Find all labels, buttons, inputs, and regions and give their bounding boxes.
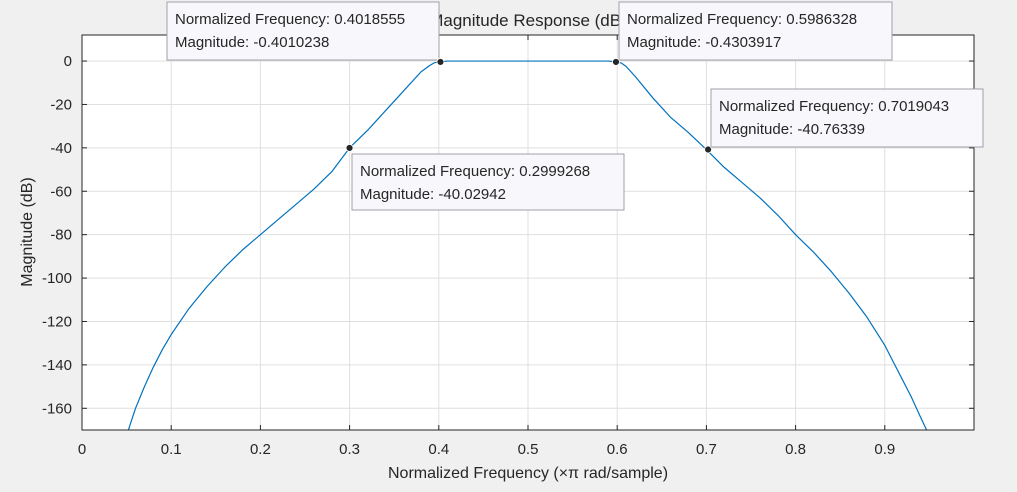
datatips-layer: Normalized Frequency: 0.4018555 Magnitude… xyxy=(166,1,984,211)
datatip[interactable]: Normalized Frequency: 0.2999268 Magnitude… xyxy=(351,153,625,211)
x-tick-label: 0.8 xyxy=(785,441,806,458)
datatip-magnitude: Magnitude: -40.76339 xyxy=(719,121,865,138)
x-tick-label: 0.7 xyxy=(696,441,717,458)
series-line[interactable] xyxy=(127,60,928,432)
y-tick-label: -40 xyxy=(50,140,72,157)
x-tick-label: 0.3 xyxy=(339,441,360,458)
series-layer xyxy=(127,60,928,432)
datatip-frequency: Normalized Frequency: 0.4018555 xyxy=(175,11,405,28)
datatip-marker[interactable] xyxy=(436,58,445,66)
y-tick-label: -80 xyxy=(50,227,72,244)
datatip-box xyxy=(166,1,440,61)
datatip-box xyxy=(710,88,984,148)
datatip-magnitude: Magnitude: -40.02942 xyxy=(360,186,506,203)
datatip[interactable]: Normalized Frequency: 0.5986328 Magnitude… xyxy=(618,1,893,61)
y-tick-label: 0 xyxy=(64,53,72,70)
y-tick-label: -100 xyxy=(42,270,72,287)
x-tick-labels: 0 0.1 0.2 0.3 0.4 0.5 0.6 0.7 0.8 0.9 xyxy=(78,441,895,458)
datatip-magnitude: Magnitude: -0.4010238 xyxy=(175,34,329,51)
datatip-box xyxy=(618,1,893,61)
y-tick-label: -140 xyxy=(42,357,72,374)
x-tick-label: 0.5 xyxy=(518,441,539,458)
datatip[interactable]: Normalized Frequency: 0.4018555 Magnitude… xyxy=(166,1,440,61)
datatip-box xyxy=(351,153,625,211)
y-tick-label: -120 xyxy=(42,313,72,330)
datatip-magnitude: Magnitude: -0.4303917 xyxy=(627,34,781,51)
x-tick-label: 0.2 xyxy=(250,441,271,458)
datatip[interactable]: Normalized Frequency: 0.7019043 Magnitude… xyxy=(710,88,984,148)
datatip-frequency: Normalized Frequency: 0.5986328 xyxy=(627,11,857,28)
x-tick-label: 0.1 xyxy=(161,441,182,458)
chart-title: Magnitude Response (dB) xyxy=(429,11,627,30)
x-tick-label: 0.9 xyxy=(874,441,895,458)
y-tick-label: -160 xyxy=(42,400,72,417)
datatip-frequency: Normalized Frequency: 0.2999268 xyxy=(360,163,590,180)
x-tick-label: 0.6 xyxy=(607,441,628,458)
y-tick-label: -20 xyxy=(50,96,72,113)
y-tick-label: -60 xyxy=(50,183,72,200)
y-tick-labels: 0 -20 -40 -60 -80 -100 -120 -140 -160 xyxy=(42,53,72,417)
datatip-marker[interactable] xyxy=(612,58,620,66)
datatip-frequency: Normalized Frequency: 0.7019043 xyxy=(719,98,949,115)
x-tick-label: 0.4 xyxy=(428,441,449,458)
datatip-marker[interactable] xyxy=(345,144,354,152)
x-tick-label: 0 xyxy=(78,441,86,458)
datatip-marker[interactable] xyxy=(704,145,712,154)
y-axis-label: Magnitude (dB) xyxy=(19,177,36,286)
x-axis-label: Normalized Frequency (×π rad/sample) xyxy=(388,465,668,482)
